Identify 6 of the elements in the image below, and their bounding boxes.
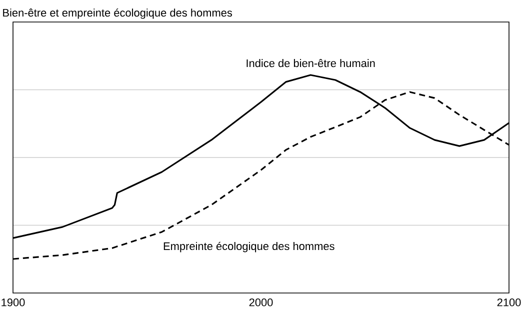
x-tick-label: 2100: [497, 298, 521, 306]
series-label: Indice de bien-être humain: [246, 59, 375, 68]
x-tick-label: 1900: [2, 298, 25, 306]
x-tick-label: 2000: [249, 298, 273, 306]
series-label: Empreinte écologique des hommes: [164, 242, 334, 252]
chart-title: Bien-être et empreinte écologique des hommes: [3, 8, 232, 19]
